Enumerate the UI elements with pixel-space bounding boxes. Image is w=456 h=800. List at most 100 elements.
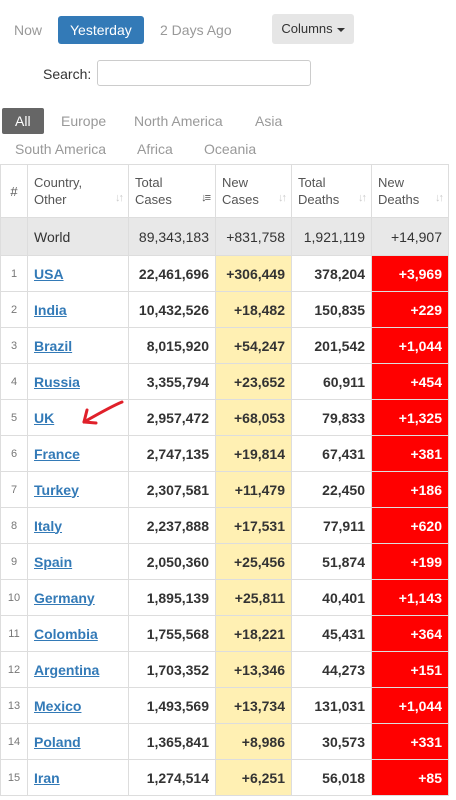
row-rank: 13 [0,687,28,724]
country-link[interactable]: Poland [34,733,81,750]
tab-africa[interactable]: Africa [137,141,173,157]
country-link[interactable]: Turkey [34,481,79,498]
world-total-deaths: 1,921,119 [291,217,372,256]
row-rank: 12 [0,651,28,688]
row-total-deaths: 131,031 [291,687,372,724]
search-label: Search: [43,66,92,82]
row-new-cases: +54,247 [215,327,292,364]
tab-2-days-ago[interactable]: 2 Days Ago [160,22,232,38]
row-total-deaths: 67,431 [291,435,372,472]
row-total-cases: 3,355,794 [128,363,216,400]
country-link[interactable]: Argentina [34,661,100,678]
row-rank: 6 [0,435,28,472]
sort-desc-icon: ↓≡ [201,192,211,204]
row-total-cases: 1,365,841 [128,723,216,760]
country-link[interactable]: India [34,301,67,318]
row-rank: 8 [0,507,28,544]
row-country: France [27,435,129,472]
country-link[interactable]: France [34,445,80,462]
tab-north-america[interactable]: North America [134,113,223,129]
row-new-deaths: +85 [371,759,449,796]
table-row: 8 Italy 2,237,888 +17,531 77,911 +620 [0,507,449,544]
country-link[interactable]: USA [34,265,64,282]
table-row: 3 Brazil 8,015,920 +54,247 201,542 +1,044 [0,327,449,364]
row-total-deaths: 56,018 [291,759,372,796]
country-link[interactable]: Italy [34,517,63,534]
row-total-deaths: 201,542 [291,327,372,364]
tab-asia[interactable]: Asia [255,113,283,129]
table-row: 5 UK 2,957,472 +68,053 79,833 +1,325 [0,399,449,436]
country-link[interactable]: Colombia [34,625,98,642]
row-new-cases: +18,482 [215,291,292,328]
col-header-total-deaths[interactable]: Total Deaths ↓↑ [291,164,372,218]
row-country: Iran [27,759,129,796]
row-rank: 1 [0,255,28,292]
row-new-cases: +306,449 [215,255,292,292]
tab-europe[interactable]: Europe [61,113,107,129]
tab-oceania[interactable]: Oceania [204,141,257,157]
row-total-cases: 2,307,581 [128,471,216,508]
world-name: World [27,217,129,256]
col-header-country[interactable]: Country, Other ↓↑ [27,164,129,218]
country-link[interactable]: Germany [34,589,95,606]
row-total-deaths: 30,573 [291,723,372,760]
col-header-rank[interactable]: # [0,164,28,218]
row-total-cases: 2,747,135 [128,435,216,472]
row-country: USA [27,255,129,292]
tab-all[interactable]: All [2,108,44,134]
tab-south-america[interactable]: South America [15,141,107,157]
row-new-deaths: +186 [371,471,449,508]
table-row: 11 Colombia 1,755,568 +18,221 45,431 +364 [0,615,449,652]
row-rank: 3 [0,327,28,364]
row-new-deaths: +1,143 [371,579,449,616]
columns-dropdown-button[interactable]: Columns [272,14,354,44]
row-rank: 2 [0,291,28,328]
row-new-deaths: +1,044 [371,687,449,724]
row-rank: 11 [0,615,28,652]
search-input[interactable] [97,60,311,86]
row-rank: 4 [0,363,28,400]
country-link[interactable]: Russia [34,373,80,390]
row-new-cases: +25,456 [215,543,292,580]
row-new-deaths: +331 [371,723,449,760]
row-new-deaths: +1,325 [371,399,449,436]
country-link[interactable]: Brazil [34,337,73,354]
table-row: 13 Mexico 1,493,569 +13,734 131,031 +1,044 [0,687,449,724]
row-new-deaths: +151 [371,651,449,688]
table-row: 4 Russia 3,355,794 +23,652 60,911 +454 [0,363,449,400]
tab-now[interactable]: Now [14,22,43,38]
tab-yesterday[interactable]: Yesterday [58,16,144,44]
row-new-cases: +68,053 [215,399,292,436]
row-total-cases: 2,237,888 [128,507,216,544]
row-country: Brazil [27,327,129,364]
row-total-cases: 1,493,569 [128,687,216,724]
row-total-cases: 1,703,352 [128,651,216,688]
row-rank: 7 [0,471,28,508]
table-row: 9 Spain 2,050,360 +25,456 51,874 +199 [0,543,449,580]
row-total-deaths: 22,450 [291,471,372,508]
sort-icon: ↓↑ [358,192,367,204]
country-link[interactable]: Spain [34,553,73,570]
row-rank: 10 [0,579,28,616]
row-new-cases: +6,251 [215,759,292,796]
col-header-new-cases[interactable]: New Cases ↓↑ [215,164,292,218]
col-header-total-cases[interactable]: Total Cases ↓≡ [128,164,216,218]
world-new-cases: +831,758 [215,217,292,256]
world-total-cases: 89,343,183 [128,217,216,256]
caret-down-icon [336,27,345,32]
country-link[interactable]: Iran [34,769,60,786]
sort-icon: ↓↑ [278,192,287,204]
covid-stats-table: # Country, Other ↓↑ Total Cases ↓≡ New Cases ↓… [0,164,449,796]
row-total-deaths: 44,273 [291,651,372,688]
col-header-new-deaths[interactable]: New Deaths ↓↑ [371,164,449,218]
row-new-deaths: +364 [371,615,449,652]
row-country: Turkey [27,471,129,508]
row-new-deaths: +229 [371,291,449,328]
row-country: Italy [27,507,129,544]
country-link[interactable]: UK [34,409,55,426]
country-link[interactable]: Mexico [34,697,82,714]
row-rank: 15 [0,759,28,796]
row-country: Argentina [27,651,129,688]
row-new-deaths: +3,969 [371,255,449,292]
table-row: 6 France 2,747,135 +19,814 67,431 +381 [0,435,449,472]
